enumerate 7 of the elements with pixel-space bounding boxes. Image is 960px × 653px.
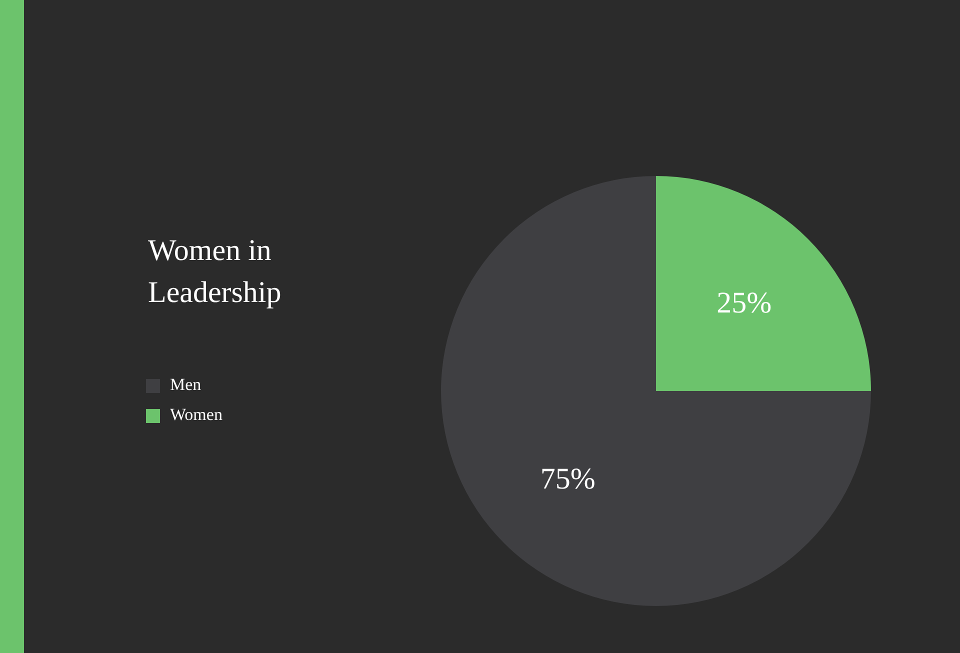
pie-slice: [441, 176, 871, 606]
legend-label: Men: [170, 375, 202, 394]
pie-slice: [656, 176, 871, 391]
data-label: 25%: [716, 286, 772, 320]
data-label: 75%: [540, 462, 596, 496]
legend-label: Women: [170, 405, 222, 424]
text: Women in Leadership: [148, 233, 282, 311]
